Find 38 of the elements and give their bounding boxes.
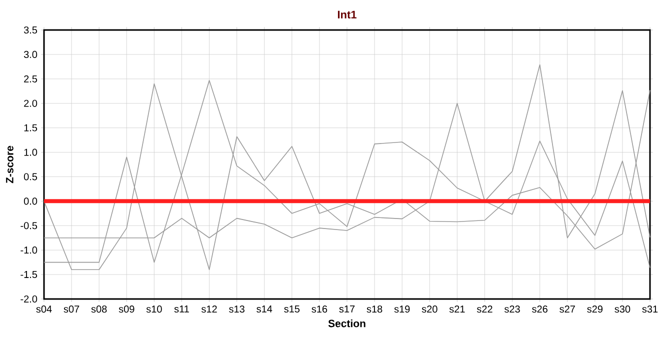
y-tick-label: 1.5 — [24, 124, 38, 132]
x-tick-label: s18 — [366, 306, 382, 313]
x-tick-label: s27 — [560, 306, 575, 313]
x-tick-label: s21 — [449, 306, 465, 313]
y-tick-label: -1.5 — [20, 271, 38, 278]
x-tick-label: s09 — [118, 306, 134, 313]
x-tick-label: s04 — [36, 306, 52, 313]
x-tick-label: s13 — [229, 306, 244, 313]
y-tick-label: 3.5 — [24, 26, 38, 34]
y-tick-label: 2.0 — [24, 100, 38, 107]
x-tick-label: s23 — [504, 306, 520, 313]
y-tick-label: 3.0 — [24, 50, 38, 58]
x-tick-label: s14 — [256, 306, 272, 313]
x-tick-label: s12 — [202, 306, 217, 313]
chart-title: Int1 — [338, 10, 356, 18]
x-tick-label: s29 — [587, 306, 603, 313]
x-tick-label: s26 — [532, 306, 548, 313]
x-tick-label: s15 — [284, 306, 300, 313]
x-tick-label: s11 — [174, 306, 189, 313]
x-tick-label: s19 — [394, 306, 410, 313]
x-tick-label: s16 — [312, 306, 328, 313]
y-tick-label: -2.0 — [20, 295, 38, 303]
y-axis-title: Z-score — [6, 146, 14, 184]
x-tick-label: s08 — [91, 306, 107, 313]
y-tick-label: 1.0 — [24, 148, 38, 156]
y-tick-label: -0.5 — [20, 222, 38, 230]
y-tick-label: 0.5 — [24, 173, 38, 180]
x-tick-label: s20 — [422, 306, 438, 313]
x-tick-label: s17 — [339, 306, 355, 313]
x-tick-label: s10 — [146, 306, 162, 313]
x-axis-title: Section — [328, 319, 366, 328]
x-tick-label: s07 — [64, 306, 80, 313]
x-tick-label: s31 — [642, 306, 658, 313]
y-tick-label: 0.0 — [24, 198, 38, 205]
y-tick-label: -1.0 — [20, 246, 38, 254]
y-tick-label: 2.5 — [24, 75, 38, 82]
x-tick-label: s30 — [614, 306, 630, 313]
x-tick-label: s22 — [476, 306, 492, 313]
